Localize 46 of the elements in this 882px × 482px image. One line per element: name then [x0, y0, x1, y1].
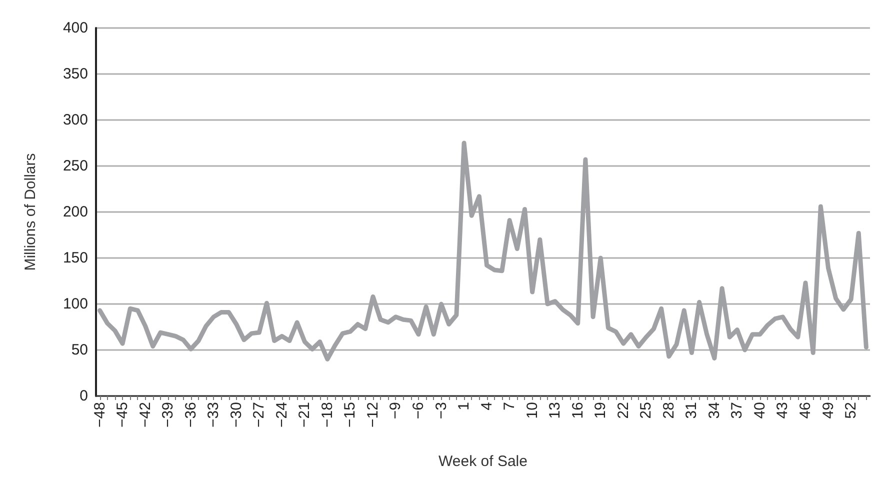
x-tick-label: 52	[842, 402, 860, 419]
x-tick-label: −3	[432, 402, 450, 420]
y-tick-label: 100	[62, 296, 88, 312]
y-tick-label: 350	[62, 66, 88, 82]
x-tick-label: 34	[706, 402, 723, 419]
x-tick-label: 1	[456, 402, 473, 410]
x-tick-label: −21	[296, 402, 314, 428]
x-tick-label: −27	[250, 402, 268, 428]
x-tick-label: −6	[410, 402, 427, 420]
x-tick-label: −39	[160, 402, 177, 428]
x-tick-label: 13	[546, 402, 564, 419]
x-tick-label: 10	[524, 402, 541, 419]
x-tick-label: 25	[638, 402, 655, 419]
x-tick-label: −24	[273, 402, 290, 428]
x-tick-label: 49	[820, 402, 837, 419]
y-tick-label: 200	[62, 204, 88, 220]
x-tick-label: 46	[797, 402, 814, 419]
x-tick-label: −15	[342, 402, 359, 428]
x-tick-label: 7	[501, 402, 518, 410]
x-tick-label: −33	[205, 402, 222, 428]
y-tick-label: 400	[62, 20, 88, 36]
x-axis-title: Week of Sale	[438, 453, 528, 470]
x-tick-label: 19	[592, 402, 610, 419]
x-tick-label: −9	[387, 402, 404, 420]
x-tick-label: 22	[614, 402, 632, 419]
y-tick-label: 150	[62, 250, 88, 266]
y-tick-label: 300	[62, 112, 88, 128]
x-tick-label: −18	[318, 402, 336, 428]
y-tick-label: 0	[80, 388, 88, 404]
y-axis-title: Millions of Dollars	[22, 153, 39, 271]
x-tick-label: −48	[91, 402, 108, 428]
x-tick-label: 31	[683, 402, 700, 419]
x-tick-label: −42	[136, 402, 154, 428]
y-tick-label: 250	[62, 158, 88, 174]
x-tick-label: −45	[114, 402, 132, 428]
x-tick-label: −30	[228, 402, 245, 428]
x-tick-label: −36	[182, 402, 200, 428]
x-tick-label: −12	[364, 402, 382, 428]
x-tick-label: 40	[751, 402, 768, 419]
y-tick-label: 50	[71, 342, 88, 358]
x-tick-label: 37	[728, 402, 746, 419]
x-tick-label: 43	[774, 402, 792, 419]
line-series	[98, 140, 868, 362]
x-tick-label: 16	[569, 402, 586, 419]
x-tick-label: 28	[660, 402, 678, 419]
x-tick-label: 4	[478, 402, 496, 410]
